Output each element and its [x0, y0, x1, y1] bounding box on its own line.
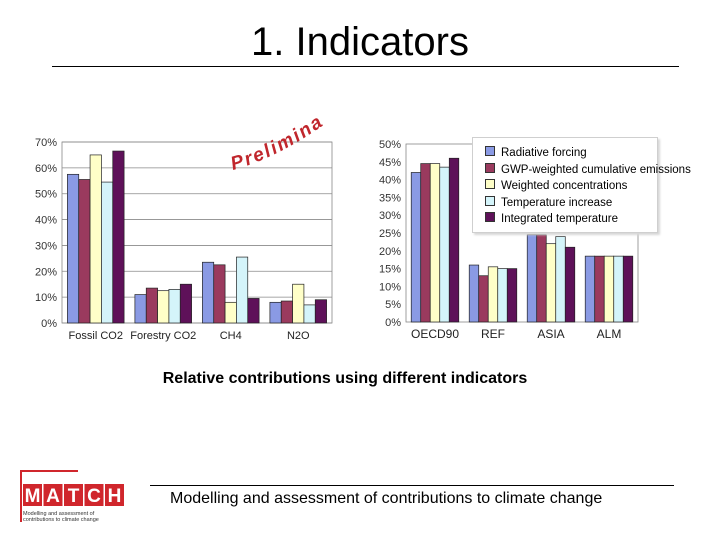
region-chart-category-label: ALM: [597, 327, 622, 341]
gas-chart-bar: [247, 298, 260, 324]
title-divider: [52, 66, 679, 67]
logo-letter-box: [43, 484, 63, 506]
logo-letter: T: [68, 486, 80, 507]
legend-swatch: [485, 146, 495, 156]
footer-divider: [150, 485, 674, 486]
legend-label: Weighted concentrations: [501, 180, 628, 192]
gas-chart-y-tick-label: 10%: [35, 292, 57, 304]
region-chart-bar: [564, 246, 576, 323]
legend: Radiative forcing GWP-weighted cumulative…: [472, 137, 691, 233]
region-chart-bar: [487, 266, 499, 323]
region-chart-bar: [526, 234, 538, 323]
region-chart-category-label: OECD90: [411, 327, 459, 341]
gas-chart-y-tick-label: 50%: [35, 189, 57, 201]
gas-chart-bar: [179, 283, 192, 324]
logo-letter: A: [46, 486, 60, 507]
gas-chart-y-tick-label: 60%: [35, 163, 57, 175]
region-chart-bar: [429, 163, 441, 323]
region-chart-y-tick-label: 5%: [385, 299, 401, 311]
region-chart-category-label: REF: [481, 327, 505, 341]
region-chart-bar: [622, 255, 634, 323]
region-chart-y-tick-label: 30%: [379, 210, 401, 222]
region-chart-bar: [439, 166, 450, 323]
region-chart-bar: [613, 255, 624, 323]
logo-letter-box: [23, 484, 42, 506]
legend-label: Integrated temperature: [501, 213, 618, 225]
gas-chart-bar: [236, 256, 249, 324]
region-chart-bar: [545, 243, 557, 323]
legend-item: Radiative forcing: [485, 146, 587, 159]
svg-text:Preliminary: Preliminary: [225, 118, 328, 175]
logo-subtitle-line1: Modelling and assessment of: [23, 511, 95, 517]
preliminary-watermark: Preliminary: [225, 118, 328, 175]
gas-chart-bar: [213, 264, 226, 324]
region-chart-bar: [536, 234, 547, 323]
logo-letter: H: [108, 486, 122, 507]
region-chart-bar: [448, 157, 460, 323]
region-chart-y-tick-label: 25%: [379, 228, 401, 240]
region-chart-bar: [497, 268, 508, 323]
region-chart-bar: [420, 163, 431, 323]
region-chart-bar: [584, 255, 596, 323]
gas-chart-y-tick-label: 30%: [35, 240, 57, 252]
region-chart-bar: [603, 255, 615, 323]
logo-letter-box: [105, 484, 124, 506]
gas-chart-y-tick-label: 0%: [41, 318, 57, 330]
figure-caption: Relative contributions using different i…: [162, 370, 528, 387]
logo-letter-box: [64, 484, 83, 506]
region-chart-bar: [506, 268, 518, 323]
legend-swatch: [485, 212, 495, 222]
region-chart-y-tick-label: 40%: [379, 175, 401, 187]
region-chart-bar: [478, 275, 489, 323]
legend-swatch: [485, 195, 495, 206]
region-chart-bar: [594, 255, 605, 323]
region-chart-bar: [410, 172, 422, 323]
gas-chart-category-label: Forestry CO2: [130, 330, 196, 342]
gas-chart-y-tick-label: 20%: [35, 266, 57, 278]
legend-swatch: [485, 162, 495, 173]
slide-title: 1. Indicators: [251, 20, 469, 64]
region-chart-y-tick-label: 0%: [385, 317, 401, 329]
region-chart-bar: [555, 236, 566, 323]
gas-chart-bar: [112, 150, 125, 324]
logo-subtitle-line2: contributions to climate change: [23, 517, 99, 523]
logo-letter: C: [87, 486, 101, 507]
region-chart-y-tick-label: 35%: [379, 192, 401, 204]
region-chart-y-tick-label: 45%: [379, 157, 401, 169]
gas-chart-y-tick-label: 70%: [35, 137, 57, 149]
region-chart-y-tick-label: 50%: [379, 139, 401, 151]
gas-chart-bar: [314, 299, 327, 324]
region-chart-bar: [468, 264, 480, 323]
gas-chart-y-tick-label: 40%: [35, 215, 57, 227]
logo-letter-box: [84, 484, 104, 506]
legend-item: Weighted concentrations: [485, 179, 627, 192]
logo-letter: M: [25, 486, 41, 507]
region-chart-category-label: ASIA: [537, 327, 564, 341]
region-chart-y-tick-label: 20%: [379, 246, 401, 258]
region-chart-y-tick-label: 15%: [379, 264, 401, 276]
gas-chart-category-label: Fossil CO2: [69, 330, 123, 342]
legend-item: Integrated temperature: [485, 212, 618, 225]
watermark-text: Preliminary: [225, 118, 326, 175]
region-chart-y-tick-label: 10%: [379, 281, 401, 293]
legend-label: Temperature increase: [501, 196, 613, 209]
gas-chart-category-label: N2O: [287, 330, 310, 342]
footer-text: Modelling and assessment of contribution…: [170, 490, 603, 507]
legend-label: GWP-weighted cumulative emissions: [501, 163, 691, 176]
legend-swatch: [485, 179, 495, 189]
gas-chart-bar: [292, 283, 305, 324]
legend-item: GWP-weighted cumulative emissions: [485, 162, 691, 176]
gas-chart-category-label: CH4: [220, 330, 242, 342]
legend-label: Radiative forcing: [501, 147, 587, 159]
legend-item: Temperature increase: [485, 195, 613, 209]
